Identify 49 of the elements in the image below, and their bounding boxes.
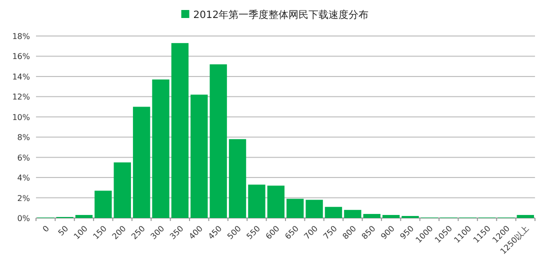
x-tick-label: 750 [322,224,339,242]
bar [382,214,400,218]
x-tick-label: 400 [187,224,205,242]
y-tick-label: 18% [12,32,30,41]
legend-label: 2012年第一季度整体网民下载速度分布 [193,9,369,21]
bar [267,186,284,218]
x-tick-label: 350 [168,224,186,242]
x-tick-label: 950 [398,224,416,242]
bar [228,139,246,218]
x-tick-label: 850 [360,224,378,242]
bar [516,214,534,218]
x-tick-label: 0 [41,224,51,234]
bar [344,210,362,218]
bar [324,206,342,218]
x-tick-label: 300 [148,224,166,242]
bar [114,162,131,218]
y-tick-label: 8% [17,133,30,142]
y-tick-label: 4% [17,174,30,183]
y-tick-label: 6% [17,153,30,162]
x-tick-label: 900 [379,224,396,242]
bar [286,198,304,218]
y-tick-label: 10% [12,112,30,122]
x-tick-label: 600 [264,224,282,242]
x-tick-label: 150 [91,224,109,242]
y-tick-label: 2% [17,194,30,203]
x-tick-label: 250 [130,224,147,242]
x-tick-label: 500 [226,224,243,242]
bar [152,79,170,218]
bar [94,190,112,218]
bar [171,43,189,218]
x-tick-label: 800 [340,224,358,242]
x-tick-label: 100 [72,224,90,242]
y-tick-label: 14% [12,72,30,82]
bar [190,94,208,218]
y-tick-label: 16% [12,52,30,62]
bar [248,184,266,218]
x-tick-label: 50 [56,224,70,238]
y-tick-label: 12% [12,92,30,102]
x-tick-label: 650 [283,224,300,242]
y-tick-label: 0% [17,214,30,223]
x-tick-label: 450 [206,224,224,242]
bar [306,200,323,218]
x-tick-label: 550 [244,224,262,242]
x-tick-label: 700 [302,224,320,242]
bar [210,64,227,218]
bar [75,214,93,218]
x-tick-label: 200 [110,224,128,242]
bar [363,214,380,218]
bar [132,106,150,218]
